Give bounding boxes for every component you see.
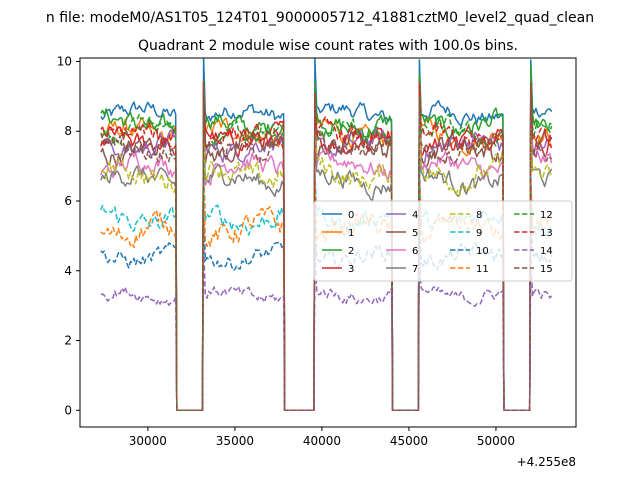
legend-label-14: 14 [540,246,553,257]
legend-label-2: 2 [348,246,354,257]
y-tick-label: 4 [64,264,72,278]
series-line-0 [100,58,553,412]
legend-label-7: 7 [412,264,418,275]
series-line-6 [100,107,553,412]
legend-label-3: 3 [348,264,354,275]
x-tick-label: 40000 [303,434,341,448]
legend-label-10: 10 [476,246,489,257]
y-axis: 0 2 4 6 8 10 [57,54,80,417]
y-tick-label: 2 [64,334,72,348]
x-offset-text: +4.255e8 [517,455,576,469]
chart-title: Quadrant 2 module wise count rates with … [138,38,518,54]
y-tick-label: 10 [57,54,72,68]
series-line-9 [100,160,553,412]
legend-label-11: 11 [476,264,489,275]
x-tick-label: 45000 [390,434,428,448]
y-tick-label: 0 [64,403,72,417]
y-tick-label: 8 [64,124,72,138]
legend-label-6: 6 [412,246,418,257]
legend-label-13: 13 [540,228,553,239]
y-tick-label: 6 [64,194,72,208]
legend-label-1: 1 [348,228,354,239]
legend-label-5: 5 [412,228,418,239]
x-tick-label: 30000 [129,434,167,448]
x-tick-label: 50000 [477,434,515,448]
series-line-2 [100,64,552,412]
legend-label-12: 12 [540,210,553,221]
series-line-13 [100,82,553,412]
figure-suptitle: n file: modeM0/AS1T05_124T01_9000005712_… [46,10,594,26]
x-axis: 30000 35000 40000 45000 50000 [129,427,515,448]
series-line-7 [100,125,553,412]
series-line-8 [100,124,552,412]
series-line-14 [100,241,553,412]
legend-label-4: 4 [412,210,418,221]
series-line-12 [100,78,553,412]
plot-area-frame [79,57,577,428]
legend-label-8: 8 [476,210,482,221]
legend-frame [313,200,573,282]
series-line-15 [100,85,553,412]
legend-label-9: 9 [476,228,482,239]
x-tick-label: 35000 [216,434,254,448]
legend-label-0: 0 [348,210,354,221]
legend-label-15: 15 [540,264,553,275]
